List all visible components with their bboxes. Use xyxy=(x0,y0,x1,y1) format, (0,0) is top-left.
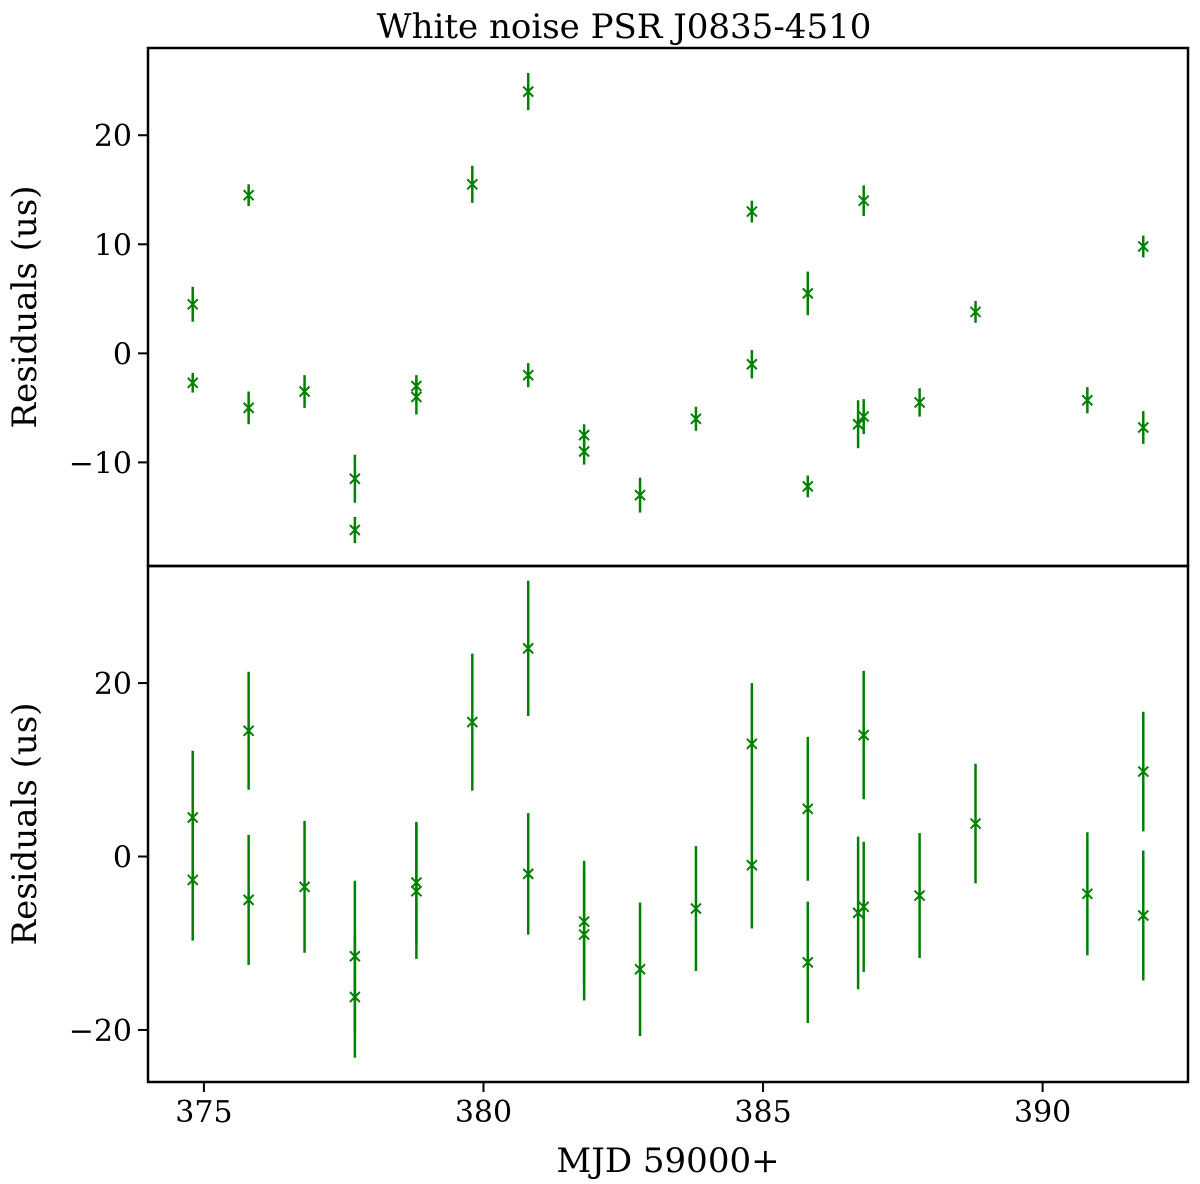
x-axis-label: MJD 59000+ xyxy=(556,1141,779,1181)
data-point xyxy=(857,901,870,913)
data-point xyxy=(298,385,311,398)
data-point xyxy=(913,396,926,409)
data-point xyxy=(187,377,199,389)
data-point xyxy=(746,738,758,750)
x-axis-ticks: 375 380 385 390 xyxy=(175,1082,1071,1130)
data-point xyxy=(578,445,590,458)
data-point xyxy=(242,402,255,414)
data-point xyxy=(1137,240,1149,253)
data-point xyxy=(690,413,702,425)
data-point xyxy=(1137,909,1149,922)
y-tick-label: 10 xyxy=(94,228,132,263)
x-tick-label: 390 xyxy=(1014,1095,1071,1130)
data-point xyxy=(1137,765,1149,778)
x-tick-label: 385 xyxy=(734,1095,791,1130)
data-point xyxy=(522,369,534,381)
bottom-panel-y-axis-label: Residuals (us) xyxy=(5,703,45,946)
y-tick-label: 0 xyxy=(113,841,132,876)
data-point xyxy=(242,725,255,737)
top-panel-y-ticks: 20 10 0 −10 xyxy=(69,119,148,481)
data-point xyxy=(969,306,982,318)
top-panel-y-axis-label: Residuals (us) xyxy=(5,186,45,429)
data-point xyxy=(466,178,479,191)
data-point xyxy=(522,85,534,98)
data-point xyxy=(242,189,255,201)
data-point xyxy=(746,205,758,218)
data-point xyxy=(690,902,702,915)
data-point xyxy=(746,859,758,871)
bottom-panel: 20 0 −20 375 380 385 390 Residuals (us) xyxy=(5,564,1190,1130)
data-point xyxy=(578,429,590,441)
data-point xyxy=(802,956,814,969)
data-point xyxy=(349,473,361,485)
data-point xyxy=(349,524,361,536)
data-point xyxy=(913,889,926,902)
data-point xyxy=(746,358,758,370)
data-point xyxy=(802,803,814,815)
top-panel: 20 10 0 −10 Residuals (us) xyxy=(5,46,1190,568)
y-tick-label: 20 xyxy=(94,119,132,154)
data-point xyxy=(410,391,423,403)
data-point xyxy=(857,729,870,741)
top-panel-marks xyxy=(187,73,1149,544)
data-point xyxy=(466,716,479,728)
data-point xyxy=(242,894,255,906)
bottom-panel-marks xyxy=(187,580,1149,1058)
data-point xyxy=(1081,888,1094,900)
data-point xyxy=(634,963,646,975)
data-point xyxy=(522,868,534,880)
bottom-panel-y-ticks: 20 0 −20 xyxy=(69,667,148,1049)
data-point xyxy=(857,410,870,423)
data-point xyxy=(802,480,814,493)
y-tick-label: −20 xyxy=(69,1014,132,1049)
bottom-panel-frame xyxy=(146,564,1190,1084)
data-point xyxy=(634,489,646,501)
data-point xyxy=(298,881,311,893)
data-point xyxy=(802,287,814,300)
data-point xyxy=(1137,421,1149,434)
data-point xyxy=(1081,394,1094,406)
data-point xyxy=(969,817,982,830)
x-tick-label: 380 xyxy=(455,1095,512,1130)
data-point xyxy=(410,885,423,897)
data-point xyxy=(187,874,199,886)
y-tick-label: 20 xyxy=(94,667,132,702)
y-tick-label: 0 xyxy=(113,337,132,372)
data-point xyxy=(522,642,534,655)
data-point xyxy=(857,194,870,207)
y-tick-label: −10 xyxy=(69,446,132,481)
data-point xyxy=(187,298,199,310)
data-point xyxy=(852,418,864,430)
data-point xyxy=(349,991,361,1003)
chart-title: White noise PSR J0835-4510 xyxy=(377,7,872,47)
x-tick-label: 375 xyxy=(175,1095,232,1130)
data-point xyxy=(578,928,590,941)
top-panel-frame xyxy=(146,46,1190,568)
data-point xyxy=(187,811,199,824)
